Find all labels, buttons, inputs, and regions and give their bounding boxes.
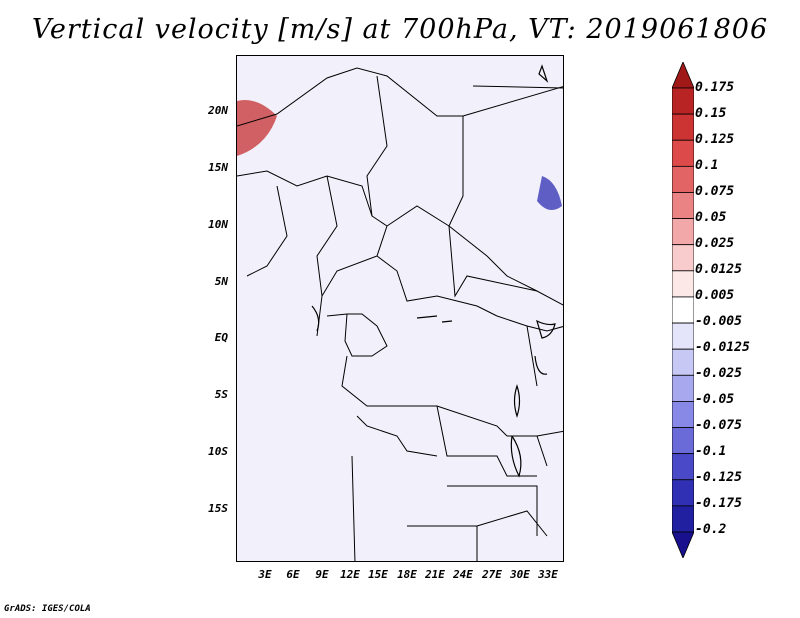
lon-tick-33e: 33E	[533, 568, 563, 581]
colorbar-label-neg-0-0125: -0.0125	[695, 340, 750, 355]
lat-tick-5n: 5N	[198, 275, 228, 288]
colorbar-band-10	[672, 323, 694, 349]
velocity-field-map	[237, 56, 564, 562]
lat-tick-10s: 10S	[198, 445, 228, 458]
colorbar-band-17	[672, 506, 694, 532]
colorbar-band-7	[672, 245, 694, 271]
colorbar-band-12	[672, 375, 694, 401]
lon-tick-24e: 24E	[448, 568, 478, 581]
lon-tick-12e: 12E	[335, 568, 365, 581]
colorbar-label-0-05: 0.05	[695, 210, 726, 225]
lon-tick-30e: 30E	[505, 568, 535, 581]
lon-tick-15e: 15E	[363, 568, 393, 581]
colorbar-label-neg-0-1: -0.1	[695, 444, 726, 459]
colorbar-band-3	[672, 140, 694, 166]
map-frame	[236, 55, 564, 562]
colorbar-label-0-175: 0.175	[695, 80, 734, 95]
colorbar-label-neg-0-175: -0.175	[695, 496, 742, 511]
lon-tick-3e: 3E	[250, 568, 280, 581]
lat-tick-5s: 5S	[198, 388, 228, 401]
lon-tick-27e: 27E	[477, 568, 507, 581]
lat-tick-15n: 15N	[198, 161, 228, 174]
colorbar-band-13	[672, 401, 694, 427]
lat-tick-10n: 10N	[198, 218, 228, 231]
colorbar-label-0-005: 0.005	[695, 288, 734, 303]
field-positive-coast	[237, 266, 327, 336]
colorbar-label-neg-0-05: -0.05	[695, 392, 734, 407]
colorbar-band-4	[672, 166, 694, 192]
colorbar-label-neg-0-2: -0.2	[695, 522, 726, 537]
chart-title: Vertical velocity [m/s] at 700hPa, VT: 2…	[0, 14, 800, 45]
colorbar-band-1	[672, 88, 694, 114]
colorbar-label-0-025: 0.025	[695, 236, 734, 251]
colorbar-label-0-075: 0.075	[695, 184, 734, 199]
lon-tick-21e: 21E	[420, 568, 450, 581]
lat-tick-15s: 15S	[198, 502, 228, 515]
colorbar-band-8	[672, 271, 694, 297]
colorbar-band-6	[672, 219, 694, 245]
field-positive-east	[437, 116, 564, 316]
colorbar-band-2	[672, 114, 694, 140]
colorbar-band-5	[672, 192, 694, 218]
colorbar-band-16	[672, 480, 694, 506]
colorbar-band-14	[672, 428, 694, 454]
colorbar-label-0-0125: 0.0125	[695, 262, 742, 277]
colorbar-label-neg-0-125: -0.125	[695, 470, 742, 485]
colorbar-band-11	[672, 349, 694, 375]
lon-tick-6e: 6E	[278, 568, 308, 581]
colorbar-label-0-1: 0.1	[695, 158, 718, 173]
lat-tick-20n: 20N	[198, 104, 228, 117]
colorbar-band-18	[672, 532, 694, 558]
colorbar-band-9	[672, 297, 694, 323]
colorbar-label-0-15: 0.15	[695, 106, 726, 121]
colorbar	[672, 62, 694, 558]
field-positive-southwest	[237, 356, 357, 562]
lat-tick-eq: EQ	[198, 331, 228, 344]
grads-credit: GrADS: IGES/COLA	[4, 604, 91, 614]
colorbar-band-15	[672, 454, 694, 480]
colorbar-label-neg-0-075: -0.075	[695, 418, 742, 433]
lon-tick-18e: 18E	[392, 568, 422, 581]
colorbar-label-neg-0-025: -0.025	[695, 366, 742, 381]
colorbar-label-neg-0-005: -0.005	[695, 314, 742, 329]
colorbar-band-0	[672, 62, 694, 88]
lon-tick-9e: 9E	[307, 568, 337, 581]
colorbar-label-0-125: 0.125	[695, 132, 734, 147]
